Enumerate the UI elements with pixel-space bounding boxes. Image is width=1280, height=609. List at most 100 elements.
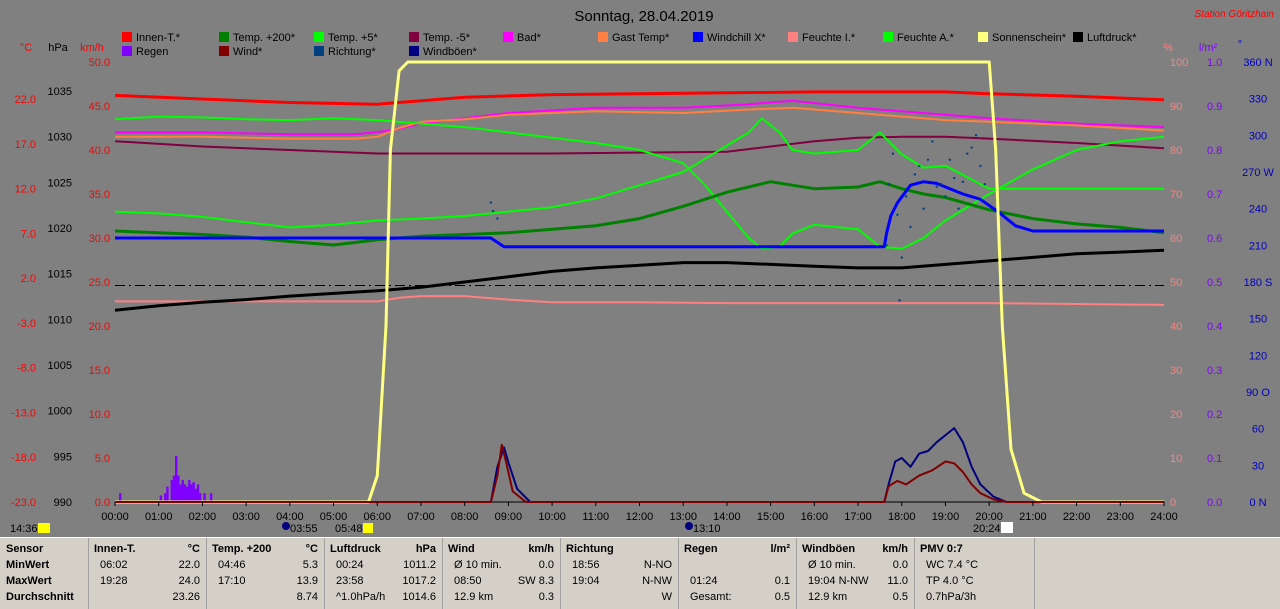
direction-dot bbox=[953, 176, 956, 180]
temp-tick: -23.0 bbox=[11, 497, 36, 509]
dir-tick: 330 bbox=[1249, 94, 1267, 106]
legend-swatch bbox=[219, 46, 229, 56]
legend-swatch bbox=[1073, 32, 1083, 42]
series-line bbox=[115, 99, 1165, 136]
legend-swatch bbox=[219, 32, 229, 42]
temp-tick: -8.0 bbox=[17, 363, 36, 375]
stats-column: Temp. +200 °C 04:46 5.3 17:10 13.9 8.74 bbox=[206, 538, 325, 609]
stats-row: Ø 10 min. 0.0 bbox=[808, 559, 908, 571]
legend-label: Regen bbox=[136, 46, 168, 58]
rain-bar bbox=[203, 493, 206, 502]
event-now: 14:36 bbox=[10, 523, 38, 535]
x-tick-label: 00:00 bbox=[101, 511, 129, 523]
rain-bar bbox=[190, 484, 193, 502]
direction-dot bbox=[900, 256, 903, 259]
stats-row: 08:50 SW 8.3 bbox=[454, 575, 554, 587]
series-line bbox=[115, 106, 1165, 140]
axis-units: °C hPa km/h % l/m² ° bbox=[20, 39, 1242, 54]
stats-column: Luftdruck hPa 00:24 1011.2 23:58 1017.2 ^1.0hP… bbox=[324, 538, 443, 609]
press-unit: hPa bbox=[48, 42, 68, 54]
x-tick-label: 02:00 bbox=[189, 511, 217, 523]
x-tick-label: 18:00 bbox=[888, 511, 916, 523]
series-line bbox=[114, 117, 1164, 229]
series-line bbox=[114, 115, 1165, 250]
legend-swatch bbox=[693, 32, 703, 42]
stats-column: Innen-T. °C 06:02 22.0 19:28 24.0 23.26 bbox=[88, 538, 207, 609]
series-line bbox=[114, 180, 1165, 247]
press-tick: 1010 bbox=[48, 314, 72, 326]
dir-tick: 30 bbox=[1252, 460, 1264, 472]
rain-tick: 0.3 bbox=[1207, 365, 1222, 377]
rain-bar bbox=[179, 484, 182, 502]
direction-dot bbox=[948, 158, 952, 161]
legend-label: Windböen* bbox=[423, 46, 478, 58]
legend-swatch bbox=[598, 32, 608, 42]
rain-bar bbox=[164, 493, 167, 502]
legend-swatch bbox=[314, 46, 324, 56]
stats-column-header: Wind km/h bbox=[448, 543, 554, 555]
direction-dot bbox=[489, 201, 493, 204]
x-tick-label: 12:00 bbox=[626, 511, 654, 523]
direction-dot bbox=[913, 173, 917, 176]
legend-label: Sonnenschein* bbox=[992, 32, 1067, 44]
wind-tick: 45.0 bbox=[89, 101, 110, 113]
hum-unit: % bbox=[1163, 42, 1173, 54]
wind-tick: 35.0 bbox=[89, 189, 110, 201]
rain-tick: 0.1 bbox=[1207, 453, 1222, 465]
stats-row: 12.9 km 0.3 bbox=[454, 591, 554, 603]
direction-dot bbox=[931, 140, 934, 143]
x-tick-label: 10:00 bbox=[538, 511, 566, 523]
x-tick-label: 08:00 bbox=[451, 511, 479, 523]
dir-tick: 180 S bbox=[1244, 277, 1273, 289]
rain-tick: 0.4 bbox=[1207, 321, 1222, 333]
direction-dot bbox=[966, 152, 969, 155]
legend-swatch bbox=[978, 32, 988, 42]
stats-column-header: Sensor bbox=[6, 543, 44, 555]
press-tick: 1030 bbox=[48, 132, 72, 144]
legend-swatch bbox=[788, 32, 798, 42]
hum-tick: 70 bbox=[1170, 189, 1182, 201]
temp-tick: 17.0 bbox=[15, 139, 36, 151]
series-line bbox=[115, 180, 1164, 249]
stats-column-header: Innen-T. °C bbox=[94, 543, 200, 555]
direction-dot bbox=[983, 183, 986, 186]
rain-bar bbox=[159, 495, 163, 502]
direction-dot bbox=[909, 225, 912, 229]
series-line bbox=[115, 443, 1164, 503]
rain-tick: 0.8 bbox=[1207, 145, 1222, 157]
legend-swatch bbox=[409, 32, 419, 42]
event-sunrise: 05:48 bbox=[335, 523, 363, 535]
stats-row: 23.26 bbox=[172, 591, 200, 603]
stats-column-header: Temp. +200 °C bbox=[212, 543, 318, 555]
direction-dot bbox=[922, 207, 925, 210]
dir-tick: 0 N bbox=[1249, 497, 1266, 509]
rain-bar bbox=[199, 493, 202, 502]
direction-dot bbox=[891, 152, 895, 155]
rain-bar bbox=[188, 480, 191, 502]
rain-bar bbox=[194, 488, 198, 502]
direction-dot bbox=[904, 195, 908, 198]
x-tick-label: 04:00 bbox=[276, 511, 304, 523]
temp-tick: -13.0 bbox=[11, 407, 36, 419]
hum-tick: 10 bbox=[1170, 453, 1182, 465]
stats-row: 04:46 5.3 bbox=[218, 559, 318, 571]
x-tick-label: 20:00 bbox=[975, 511, 1003, 523]
direction-dot bbox=[491, 209, 495, 213]
temp-tick: 12.0 bbox=[15, 184, 36, 196]
legend-swatch bbox=[883, 32, 893, 42]
stats-row: 23:58 1017.2 bbox=[336, 575, 436, 587]
legend-label: Innen-T.* bbox=[136, 32, 181, 44]
stats-row: W bbox=[661, 591, 672, 603]
stats-row: 19:04 N-NW 11.0 bbox=[808, 575, 908, 587]
legend-label: Gast Temp* bbox=[612, 32, 670, 44]
direction-dot bbox=[944, 195, 947, 198]
dir-tick: 60 bbox=[1252, 424, 1264, 436]
temp-unit: °C bbox=[20, 42, 32, 54]
wind-tick: 5.0 bbox=[95, 453, 110, 465]
stats-row: 8.74 bbox=[296, 591, 318, 603]
event-dawn: 03:55 bbox=[290, 523, 318, 535]
x-tick-label: 06:00 bbox=[363, 511, 391, 523]
stats-row: 19:28 24.0 bbox=[100, 575, 200, 587]
wind-tick: 40.0 bbox=[89, 145, 110, 157]
x-tick-label: 07:00 bbox=[407, 511, 435, 523]
